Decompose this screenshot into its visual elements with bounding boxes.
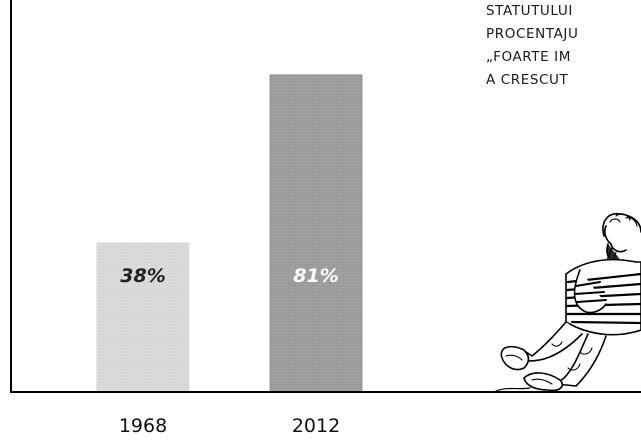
- x-tick-labels: 1968 2012: [119, 415, 340, 437]
- bar-label-2012: 81%: [293, 265, 338, 287]
- caption-line-2: PROCENTAJU: [486, 26, 579, 42]
- caption-line-1: STATUTULUI: [486, 3, 573, 19]
- x-tick-1968: 1968: [119, 415, 167, 437]
- leaning-man-illustration: [493, 212, 641, 393]
- caption-text: STATUTULUI PROCENTAJU „FOARTE IM A CRESC…: [486, 0, 641, 92]
- bar-1968: [96, 242, 190, 391]
- bars: [96, 74, 363, 391]
- caption-line-3: „FOARTE IM: [486, 49, 571, 65]
- x-tick-2012: 2012: [292, 415, 340, 437]
- caption-line-4: A CRESCUT: [486, 72, 569, 88]
- bar-2012: [269, 74, 363, 391]
- bar-label-1968: 38%: [120, 265, 165, 287]
- bar-data-labels: 38% 81%: [120, 265, 338, 287]
